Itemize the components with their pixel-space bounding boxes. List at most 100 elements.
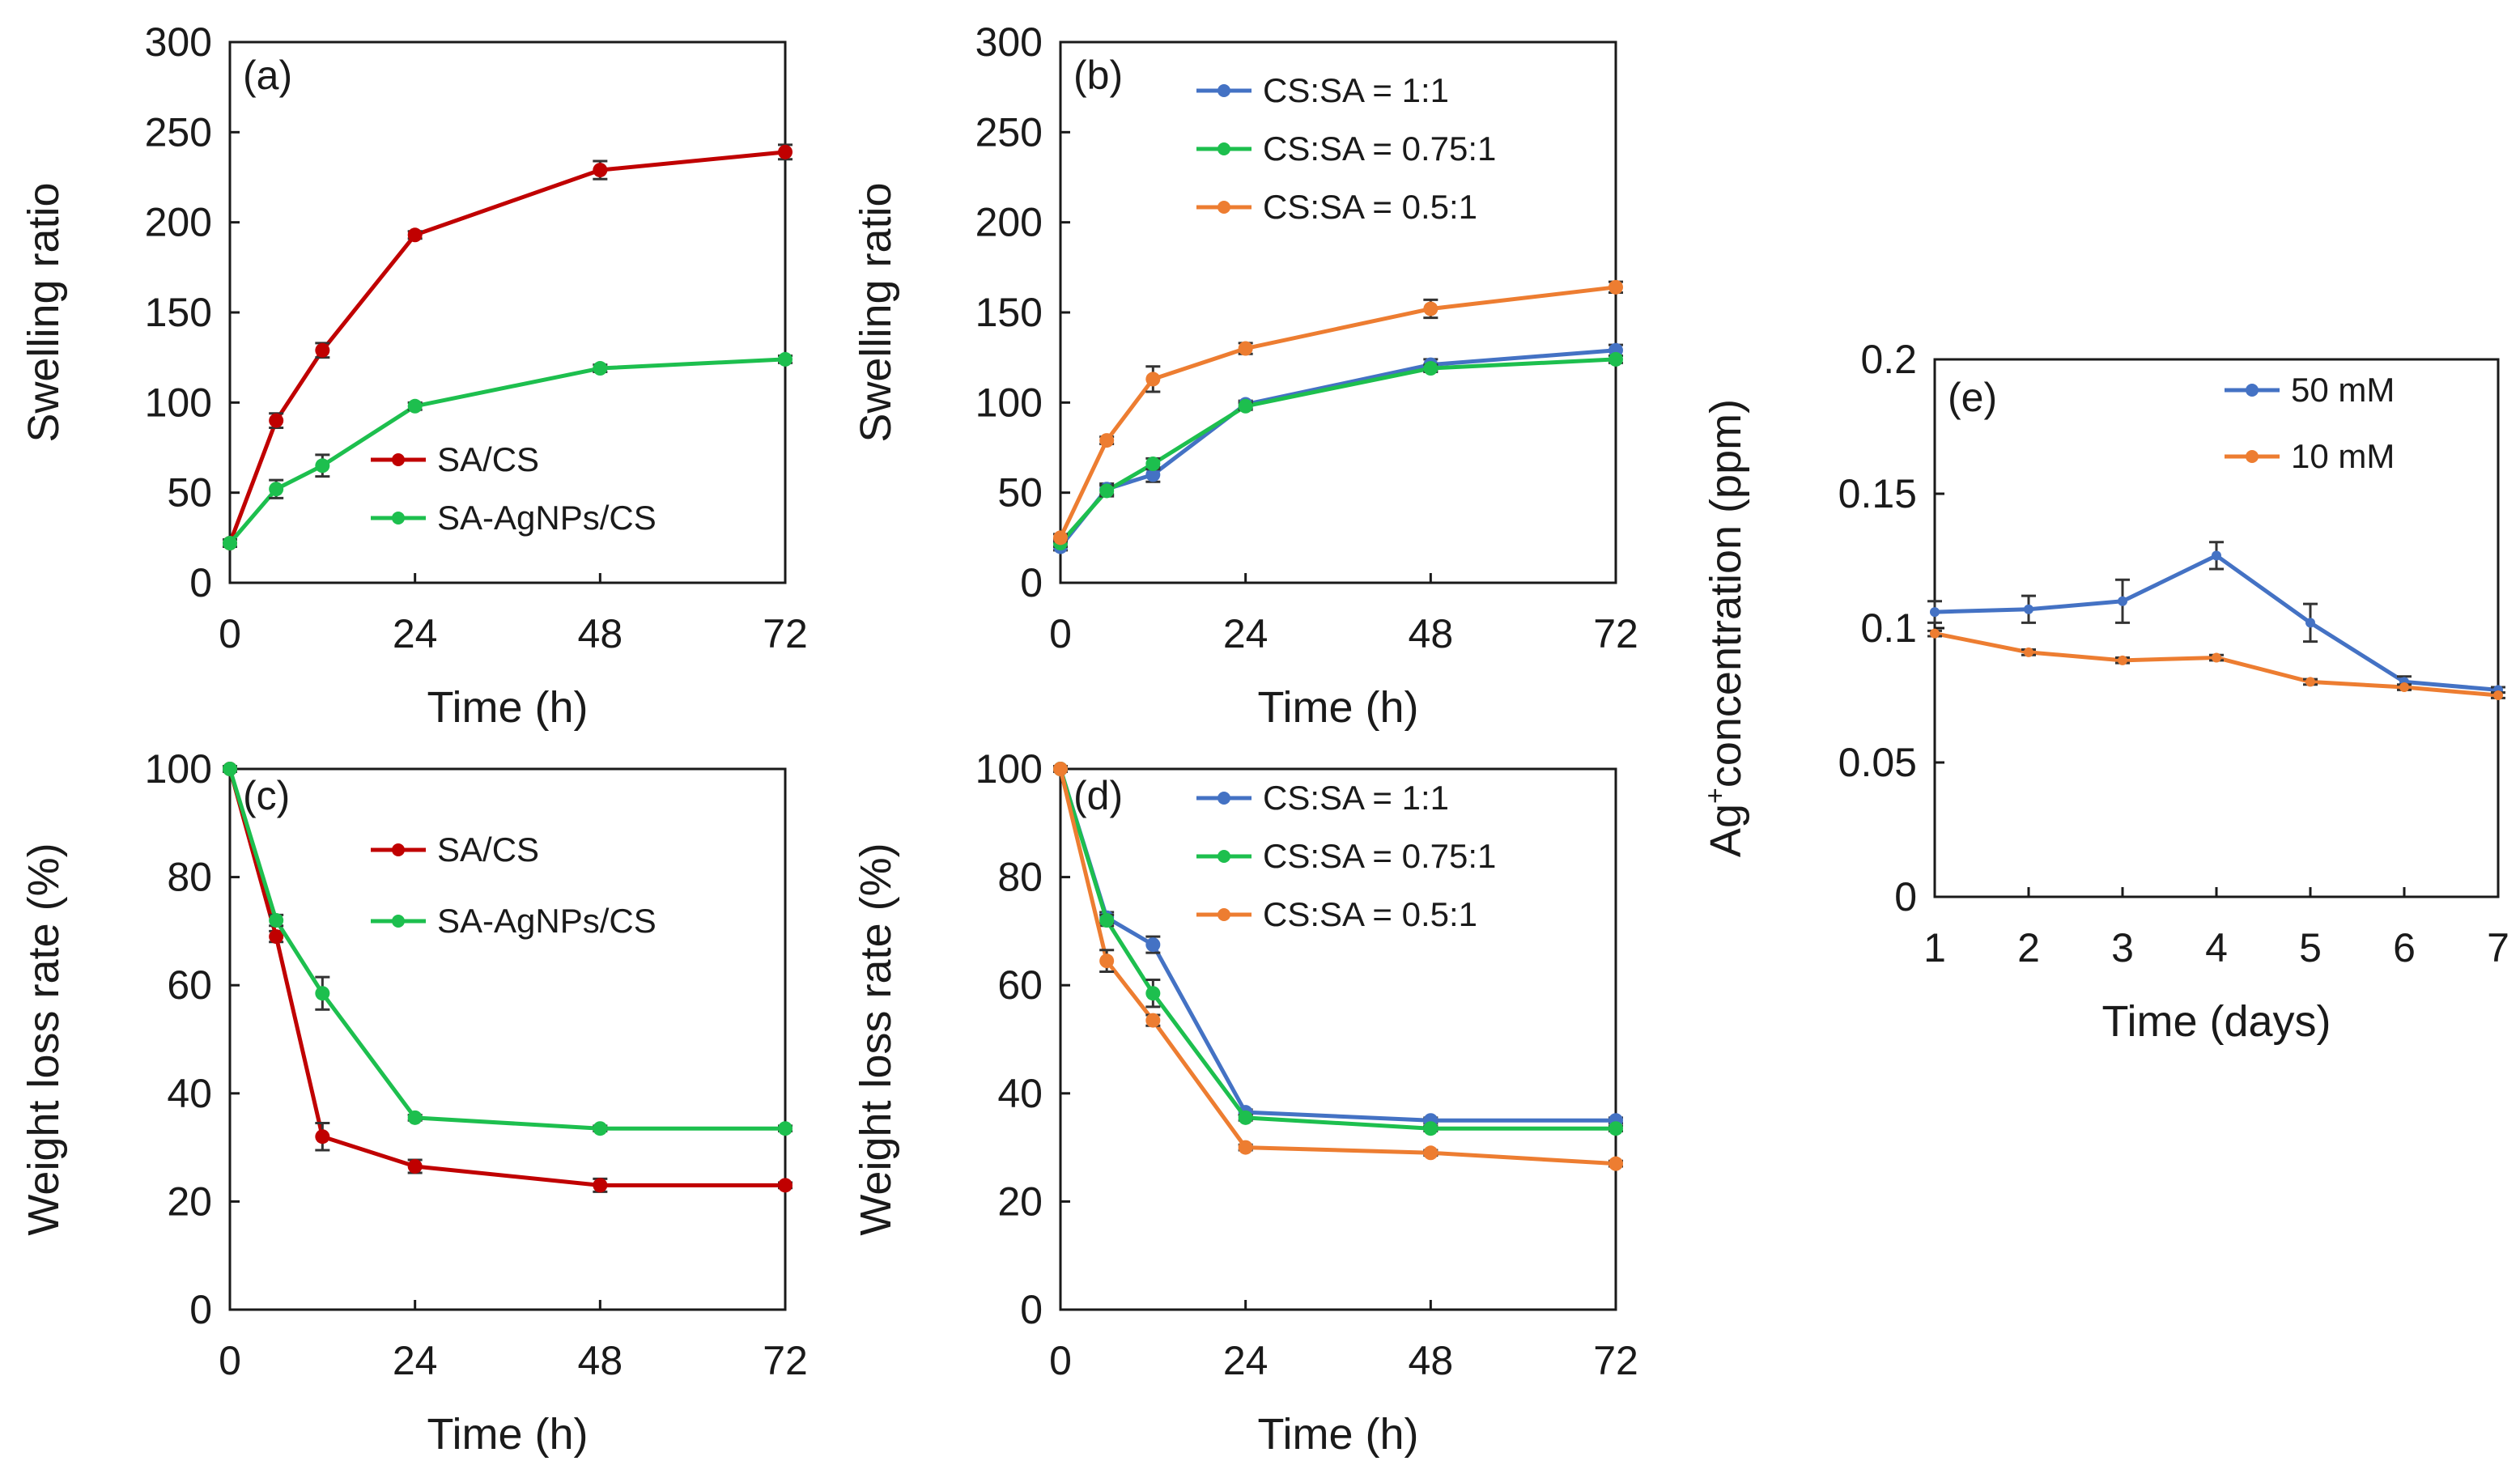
y-axis-label: Ag+concentration (ppm): [1700, 399, 1750, 857]
y-tick-label: 0: [1020, 1287, 1043, 1332]
series-d-2: [1053, 762, 1623, 1171]
data-point: [778, 144, 793, 159]
y-tick-label: 0.05: [1838, 740, 1917, 785]
y-tick-label: 250: [975, 109, 1043, 155]
y-tick-label: 100: [975, 380, 1043, 425]
plot-frame: [228, 767, 787, 1311]
data-point: [1099, 953, 1115, 969]
legend: SA/CS SA-AgNPs/CS: [371, 440, 657, 537]
data-point: [2024, 604, 2033, 614]
data-point: [1423, 361, 1438, 376]
x-tick-label: 24: [393, 1338, 438, 1383]
series-b-2: [1053, 279, 1623, 546]
legend-label: CS:SA = 1:1: [1263, 779, 1449, 817]
y-tick-label: 80: [167, 855, 212, 900]
y-tick-label: 80: [997, 855, 1043, 900]
x-tick-label: 48: [1409, 611, 1454, 656]
x-axis-label: Time (h): [1258, 1410, 1419, 1459]
x-axis-label: Time (h): [1258, 683, 1419, 732]
y-tick-label: 0: [1894, 874, 1917, 920]
legend-label: SA/CS: [437, 440, 539, 478]
x-tick-label: 24: [1223, 611, 1268, 656]
x-tick-label: 0: [1049, 1338, 1072, 1383]
legend-label: SA-AgNPs/CS: [437, 902, 657, 940]
data-point: [315, 458, 330, 474]
data-point: [1608, 1156, 1623, 1171]
legend: 50 mM 10 mM: [2225, 371, 2395, 475]
series-line: [227, 768, 785, 1131]
chart-panel-c: 0 20 40 60 80 100 0 24 48 72 Time (h) Weight loss r…: [19, 746, 808, 1459]
series-line: [1058, 768, 1616, 1123]
y-tick-label: 200: [975, 200, 1043, 245]
x-axis-label: Time (h): [427, 1410, 589, 1459]
x-tick-label: 1: [1923, 925, 1946, 970]
data-point: [1145, 986, 1161, 1001]
x-tick-label: 48: [578, 1338, 623, 1383]
y-tick-label: 0.2: [1860, 337, 1917, 382]
series-line: [1059, 348, 1617, 549]
y-tick-label: 100: [975, 746, 1043, 792]
data-point: [315, 342, 330, 358]
data-point: [593, 1178, 608, 1193]
legend-swatch-marker: [1218, 792, 1230, 805]
x-tick-label: 3: [2111, 925, 2134, 970]
panel-label: (d): [1073, 773, 1123, 818]
data-point: [269, 482, 284, 497]
y-tick-label: 60: [167, 962, 212, 1008]
panel-label: (e): [1948, 375, 1997, 420]
y-tick-label: 0: [1020, 560, 1043, 605]
plot-frame: [1933, 358, 2500, 898]
series-line: [227, 150, 786, 544]
data-point: [1238, 341, 1253, 356]
panel-label: (c): [243, 773, 290, 818]
series-a-0: [223, 143, 793, 551]
data-point: [1930, 628, 1940, 639]
data-point: [1608, 1121, 1623, 1136]
chart-panel-e: 0 0.05 0.1 0.15 0.2 1 2 3 4 5 6 7 Time (days) Ag+conc…: [1700, 337, 2509, 1046]
data-point: [2493, 690, 2503, 700]
legend: CS:SA = 1:1 CS:SA = 0.75:1 CS:SA = 0.5:1: [1196, 71, 1496, 226]
x-tick-label: 7: [2487, 925, 2509, 970]
legend-swatch-marker: [1218, 142, 1230, 155]
y-tick-label: 0.15: [1838, 471, 1917, 516]
data-point: [407, 1110, 423, 1125]
data-point: [269, 913, 284, 928]
legend-swatch-marker: [2246, 384, 2259, 397]
data-point: [1145, 937, 1161, 953]
legend: SA/CS SA-AgNPs/CS: [371, 830, 657, 940]
series-d-1: [1053, 762, 1623, 1136]
data-point: [269, 413, 284, 428]
x-tick-label: 6: [2393, 925, 2416, 970]
data-point: [315, 986, 330, 1001]
legend-swatch-marker: [392, 843, 405, 856]
x-tick-label: 5: [2299, 925, 2322, 970]
legend-swatch-marker: [1218, 908, 1230, 921]
legend-label: CS:SA = 0.5:1: [1263, 895, 1477, 933]
y-axis-label: Weight loss rate (%): [19, 843, 68, 1235]
y-tick-label: 300: [145, 19, 212, 65]
x-tick-label: 2: [2017, 925, 2040, 970]
y-axis-label: Swelling ratio: [852, 182, 900, 442]
data-point: [1238, 398, 1253, 414]
legend-swatch-marker: [1218, 850, 1230, 863]
series-line: [1934, 631, 2499, 698]
data-point: [407, 227, 423, 243]
data-point: [1238, 1140, 1253, 1155]
data-point: [1608, 279, 1623, 295]
chart-panel-a: 0 50 100 150 200 250 300 0 24 48 72 Time (h) Swellin…: [19, 19, 808, 732]
legend-label: CS:SA = 0.5:1: [1263, 188, 1477, 226]
x-tick-label: 0: [1049, 611, 1072, 656]
data-point: [1608, 351, 1623, 367]
y-axis-label: Weight loss rate (%): [852, 843, 900, 1235]
y-tick-label: 50: [167, 470, 212, 516]
data-point: [407, 1158, 423, 1174]
data-point: [2212, 652, 2221, 663]
data-point: [1145, 467, 1161, 482]
y-axis-label-prefix: Ag: [1702, 804, 1750, 857]
legend-label: CS:SA = 0.75:1: [1263, 130, 1496, 168]
legend-label: 10 mM: [2291, 437, 2395, 475]
data-point: [315, 1129, 330, 1145]
x-axis-label: Time (h): [427, 683, 589, 732]
y-tick-label: 50: [997, 470, 1043, 516]
y-tick-label: 0.1: [1860, 605, 1917, 651]
